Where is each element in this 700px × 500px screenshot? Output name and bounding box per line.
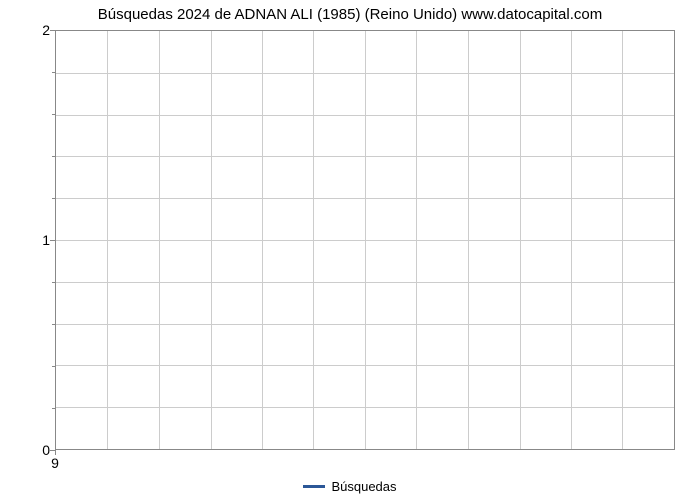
grid-line-v <box>262 31 263 449</box>
grid-line-v <box>416 31 417 449</box>
y-tick-label: 0 <box>30 442 50 458</box>
legend-label: Búsquedas <box>331 479 396 494</box>
y-tick-label: 1 <box>30 232 50 248</box>
grid-line-v <box>211 31 212 449</box>
grid-line-v <box>159 31 160 449</box>
x-tick-mark <box>55 450 56 455</box>
grid-line-v <box>468 31 469 449</box>
chart-container: Búsquedas 2024 de ADNAN ALI (1985) (Rein… <box>0 0 700 500</box>
y-tick-label: 2 <box>30 22 50 38</box>
grid-line-v <box>622 31 623 449</box>
chart-title: Búsquedas 2024 de ADNAN ALI (1985) (Rein… <box>0 6 700 23</box>
x-tick-label: 9 <box>51 455 59 471</box>
legend-swatch <box>303 485 325 488</box>
grid-line-v <box>365 31 366 449</box>
legend: Búsquedas <box>0 478 700 494</box>
grid-line-v <box>107 31 108 449</box>
grid-line-v <box>571 31 572 449</box>
grid-line-v <box>313 31 314 449</box>
grid-line-v <box>520 31 521 449</box>
plot-area <box>55 30 675 450</box>
